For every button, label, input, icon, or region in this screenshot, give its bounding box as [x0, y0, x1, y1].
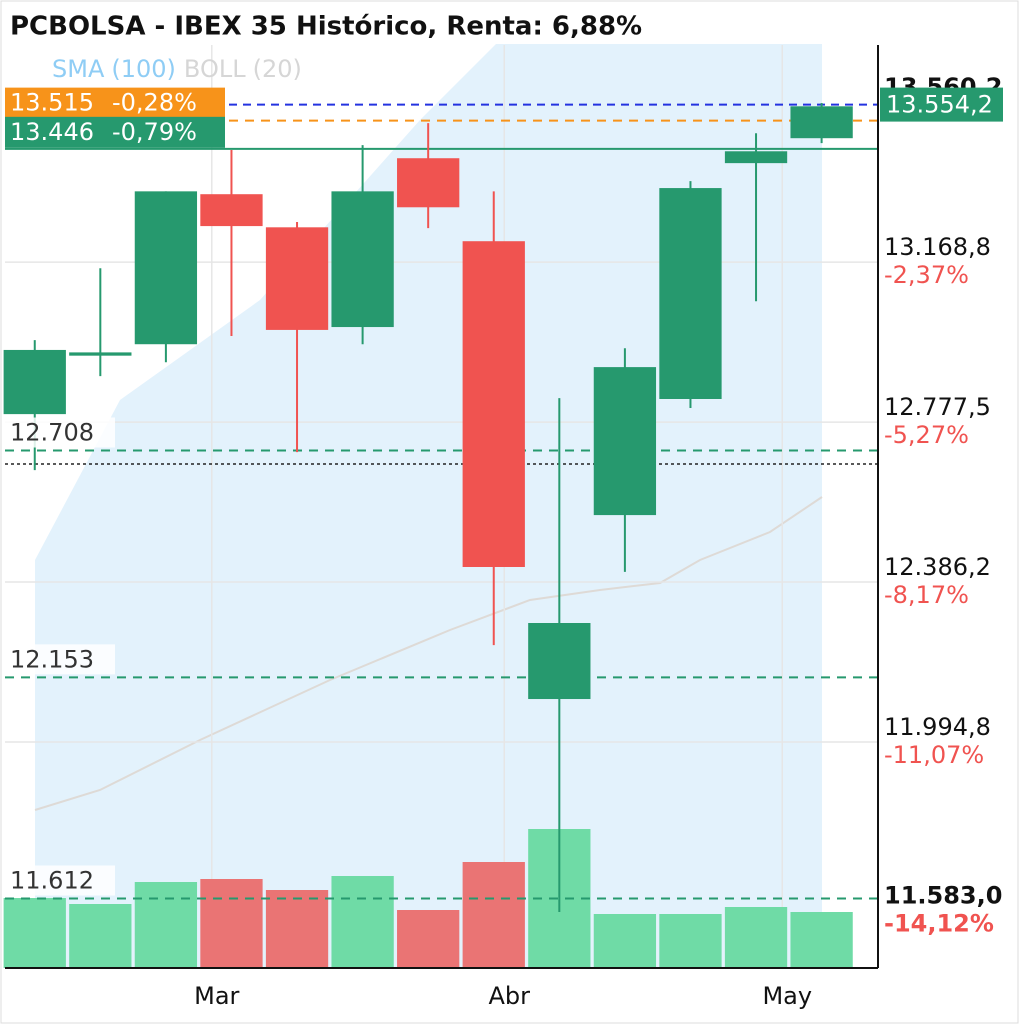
last-price-label: 13.554,2 — [886, 91, 993, 119]
y-tick-label: 11.994,8 — [884, 713, 991, 741]
level-label: 11.612 — [10, 867, 94, 895]
level-label-bg — [5, 87, 225, 119]
legend-name: SMA — [52, 55, 105, 83]
y-tick-label: 13.168,8 — [884, 233, 991, 261]
grid — [5, 45, 878, 968]
candles — [3, 103, 853, 912]
candle-body — [528, 622, 591, 700]
volume-bar — [462, 862, 525, 968]
volume-bar — [200, 879, 263, 968]
candle-body — [134, 191, 198, 345]
last-price-bg — [880, 87, 1003, 122]
candle-body — [724, 151, 788, 164]
candle-body — [397, 158, 460, 208]
volume-bar — [724, 907, 788, 968]
level-label: 13.515 — [10, 89, 94, 117]
volume-bar — [331, 876, 394, 968]
legend-name: BOLL — [184, 55, 246, 83]
level-change: -0,28% — [112, 89, 197, 117]
y-tick-label: 12.386,2 — [884, 553, 991, 581]
level-label-bg — [5, 644, 115, 675]
levels — [5, 103, 878, 900]
level-labels: 13.515 -0,28% 13.446 -0,79% 12.708 12.153 11.6… — [5, 87, 1003, 896]
indicator-band — [35, 40, 822, 968]
axis-labels: 13.560,213.168,8-2,37%12.777,5-5,27%12.3… — [194, 73, 1002, 1010]
volume-bar — [790, 912, 853, 968]
indicator-line — [34, 496, 823, 811]
candle-body — [69, 352, 132, 356]
volume-bar — [3, 898, 66, 968]
x-tick-label: May — [762, 982, 812, 1010]
y-tick-change: -11,07% — [884, 741, 984, 769]
volume-bar — [265, 890, 329, 968]
level-label: 12.153 — [10, 645, 94, 673]
title-bg — [5, 6, 878, 44]
level-label-bg — [5, 116, 225, 148]
chart-title: PCBOLSA - IBEX 35 Histórico, Renta: 6,88… — [10, 12, 642, 42]
y-tick-change: -5,27% — [884, 421, 969, 449]
level-label: 13.446 — [10, 118, 94, 146]
level-change: -0,79% — [112, 118, 197, 146]
x-tick-label: Mar — [194, 982, 239, 1010]
volume-bar — [659, 914, 722, 968]
y-tick-label: 12.777,5 — [884, 393, 991, 421]
legend-param: (100) — [111, 55, 176, 83]
level-label-bg — [5, 865, 115, 896]
candle-body — [790, 106, 853, 139]
volume-bar — [593, 914, 657, 968]
y-tick-change: -14,12% — [884, 909, 994, 937]
candle-body — [3, 349, 66, 415]
y-tick-change: -8,17% — [884, 581, 969, 609]
level-label-bg — [5, 417, 115, 448]
volume-bar — [134, 882, 198, 968]
x-tick-label: Abr — [488, 982, 530, 1010]
candle-body — [200, 194, 263, 227]
y-tick-label: 11.583,0 — [884, 881, 1002, 909]
y-tick-change: -2,37% — [884, 261, 969, 289]
legend-param: (20) — [253, 55, 302, 83]
candle-body — [331, 191, 394, 328]
legend: SMA (100) BOLL (20) — [52, 55, 302, 83]
volume-bar — [397, 910, 460, 968]
level-label: 12.708 — [10, 418, 94, 446]
volume-bar — [69, 904, 132, 968]
candle-body — [265, 227, 329, 330]
candle-body — [462, 241, 525, 567]
candle-body — [593, 367, 657, 516]
candle-body — [659, 188, 722, 399]
